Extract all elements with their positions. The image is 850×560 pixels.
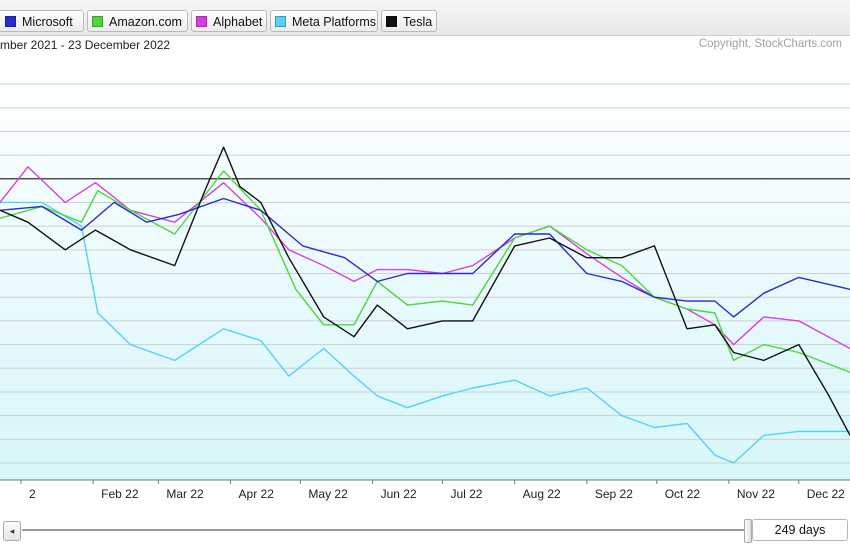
- series-swatch: [92, 16, 103, 27]
- x-tick-label: Jun 22: [381, 487, 417, 501]
- x-tick-label: Jul 22: [450, 487, 482, 501]
- range-scroller: ◂ 249 days: [0, 518, 850, 546]
- performance-chart: 2 Feb 22 Mar 22 Apr 22 May 22 Jun 22 Jul 22 Aug…: [0, 54, 850, 501]
- x-tick-label: Mar 22: [166, 487, 204, 501]
- plot-background: [0, 54, 850, 480]
- date-range: mber 2021 - 23 December 2022: [0, 38, 171, 52]
- legend-label: Amazon.com: [109, 15, 182, 29]
- series-lines: [0, 146, 850, 464]
- scroll-left-icon: ◂: [9, 526, 15, 536]
- legend-label: Tesla: [403, 15, 433, 29]
- x-tick-label: Sep 22: [595, 487, 633, 501]
- scroll-handle[interactable]: [744, 519, 752, 543]
- series-swatch: [275, 16, 286, 27]
- series-line-alphabet: [0, 166, 850, 350]
- series-line-meta-platforms: [0, 201, 850, 464]
- x-tick-label: Feb 22: [101, 487, 139, 501]
- chart-header: mber 2021 - 23 December 2022 Copyright, …: [0, 36, 850, 54]
- legend-item-amazon[interactable]: Amazon.com: [87, 10, 188, 32]
- series-line-tesla: [0, 146, 850, 436]
- scroll-left-button[interactable]: ◂: [3, 521, 21, 541]
- legend-item-tesla[interactable]: Tesla: [381, 10, 437, 32]
- legend-item-meta-platforms[interactable]: Meta Platforms: [270, 10, 378, 32]
- x-axis-ticks: 2 Feb 22 Mar 22 Apr 22 May 22 Jun 22 Jul 22 Aug…: [20, 480, 845, 501]
- x-tick-label: Aug 22: [523, 487, 561, 501]
- legend-label: Alphabet: [213, 15, 263, 29]
- series-swatch: [5, 16, 16, 27]
- legend-bar: Microsoft Amazon.com Alphabet Meta Platf…: [0, 0, 850, 36]
- series-line-microsoft: [0, 197, 850, 318]
- series-line-amazon-com: [0, 170, 850, 373]
- legend-label: Meta Platforms: [292, 15, 377, 29]
- legend-label: Microsoft: [22, 15, 73, 29]
- days-range-field[interactable]: 249 days: [752, 519, 848, 541]
- series-swatch: [196, 16, 207, 27]
- x-tick-label: Dec 22: [807, 487, 845, 501]
- legend-item-alphabet[interactable]: Alphabet: [191, 10, 267, 32]
- copyright: Copyright, StockCharts.com: [698, 38, 842, 50]
- x-tick-label: 2: [29, 487, 36, 501]
- x-tick-label: May 22: [308, 487, 348, 501]
- scroll-track[interactable]: [22, 529, 746, 531]
- x-tick-label: Oct 22: [665, 487, 701, 501]
- series-swatch: [386, 16, 397, 27]
- x-tick-label: Apr 22: [239, 487, 275, 501]
- x-tick-label: Nov 22: [737, 487, 775, 501]
- legend-item-microsoft[interactable]: Microsoft: [0, 10, 84, 32]
